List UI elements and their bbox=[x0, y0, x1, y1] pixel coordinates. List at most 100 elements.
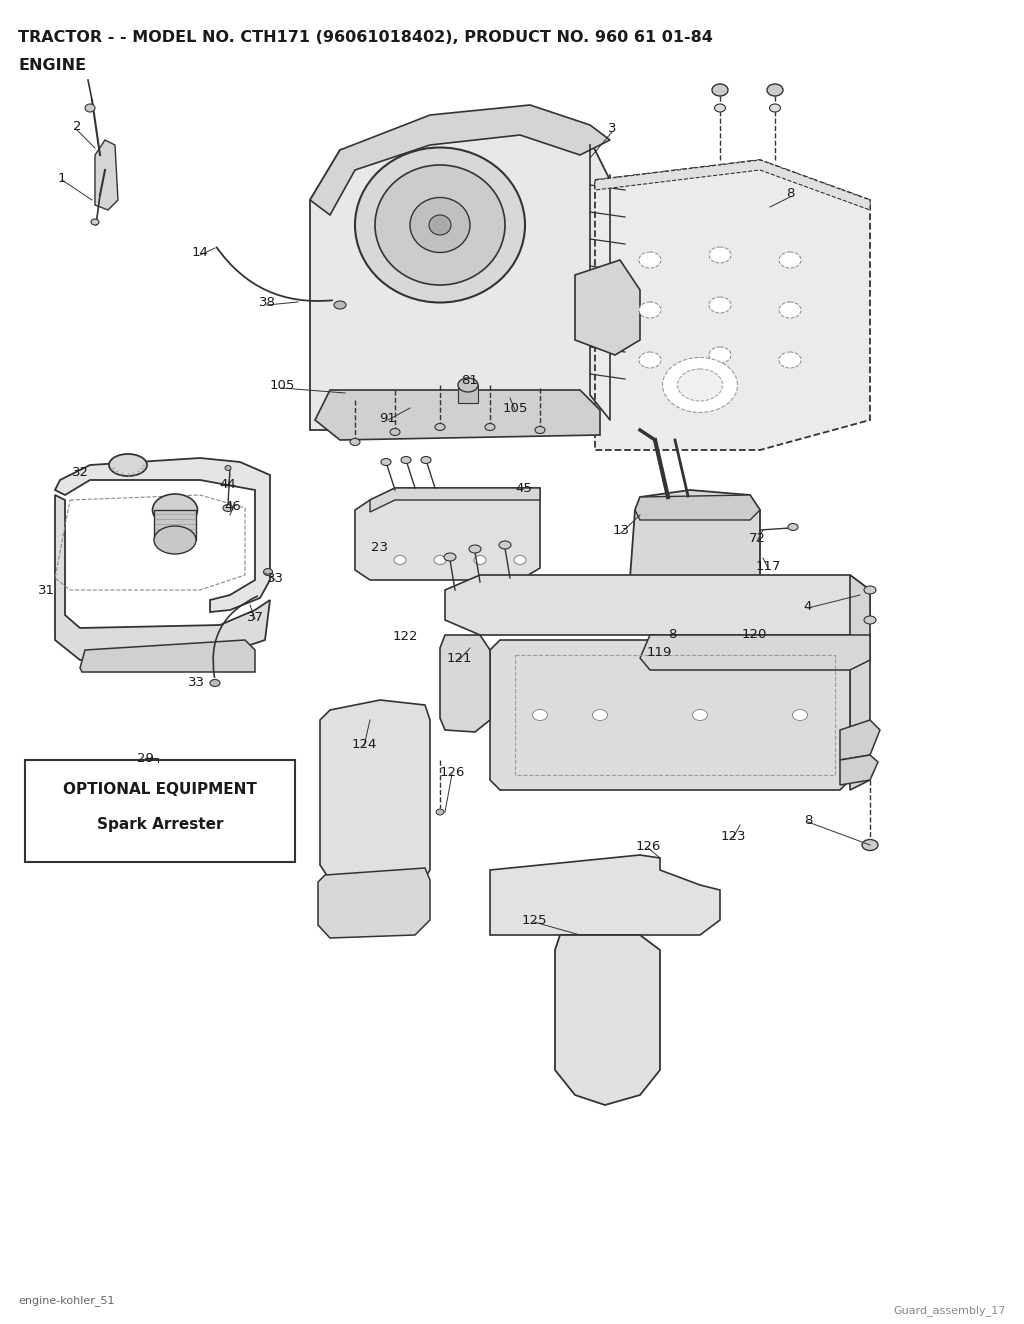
Text: 121: 121 bbox=[446, 651, 472, 665]
Ellipse shape bbox=[401, 457, 411, 463]
Ellipse shape bbox=[410, 197, 470, 253]
Ellipse shape bbox=[153, 494, 198, 526]
Text: 31: 31 bbox=[38, 584, 54, 597]
Polygon shape bbox=[595, 160, 870, 450]
Polygon shape bbox=[595, 160, 870, 211]
Text: 81: 81 bbox=[462, 373, 478, 387]
Ellipse shape bbox=[225, 466, 231, 470]
Polygon shape bbox=[310, 120, 610, 430]
Ellipse shape bbox=[663, 357, 737, 413]
Text: 8: 8 bbox=[804, 813, 812, 826]
Ellipse shape bbox=[85, 105, 95, 113]
Polygon shape bbox=[95, 140, 118, 211]
Text: 122: 122 bbox=[392, 629, 418, 642]
Ellipse shape bbox=[692, 710, 708, 720]
Text: engine-kohler_51: engine-kohler_51 bbox=[18, 1295, 115, 1305]
Polygon shape bbox=[440, 636, 490, 732]
Polygon shape bbox=[850, 575, 870, 790]
Polygon shape bbox=[55, 495, 270, 659]
Text: 32: 32 bbox=[72, 466, 88, 478]
Polygon shape bbox=[575, 260, 640, 355]
Ellipse shape bbox=[709, 248, 731, 263]
Polygon shape bbox=[55, 458, 270, 612]
Polygon shape bbox=[490, 639, 850, 790]
Ellipse shape bbox=[709, 347, 731, 363]
FancyBboxPatch shape bbox=[25, 760, 295, 862]
Ellipse shape bbox=[485, 424, 495, 430]
Polygon shape bbox=[640, 636, 870, 670]
Ellipse shape bbox=[429, 214, 451, 234]
Text: 105: 105 bbox=[503, 401, 527, 414]
Ellipse shape bbox=[715, 105, 725, 113]
Ellipse shape bbox=[535, 426, 545, 433]
Ellipse shape bbox=[864, 587, 876, 594]
Text: 123: 123 bbox=[720, 830, 745, 842]
Ellipse shape bbox=[788, 523, 798, 531]
Ellipse shape bbox=[223, 504, 233, 511]
Ellipse shape bbox=[769, 105, 780, 113]
Polygon shape bbox=[154, 510, 196, 540]
Text: 119: 119 bbox=[646, 646, 672, 658]
Text: ENGINE: ENGINE bbox=[18, 58, 86, 73]
Text: 126: 126 bbox=[439, 765, 465, 779]
Polygon shape bbox=[80, 639, 255, 673]
Text: 44: 44 bbox=[219, 478, 237, 490]
Ellipse shape bbox=[593, 710, 607, 720]
Polygon shape bbox=[310, 105, 610, 214]
Ellipse shape bbox=[444, 553, 456, 561]
Text: 91: 91 bbox=[380, 412, 396, 425]
Ellipse shape bbox=[709, 297, 731, 312]
Ellipse shape bbox=[639, 302, 662, 318]
Text: 46: 46 bbox=[224, 499, 242, 512]
Ellipse shape bbox=[514, 556, 526, 564]
Ellipse shape bbox=[474, 556, 486, 564]
Text: TRACTOR - - MODEL NO. CTH171 (96061018402), PRODUCT NO. 960 61 01-84: TRACTOR - - MODEL NO. CTH171 (9606101840… bbox=[18, 30, 713, 45]
Ellipse shape bbox=[210, 679, 220, 687]
Ellipse shape bbox=[109, 454, 147, 477]
Polygon shape bbox=[315, 391, 600, 440]
Polygon shape bbox=[370, 489, 540, 512]
Text: 29: 29 bbox=[136, 752, 154, 764]
Text: 72: 72 bbox=[749, 531, 766, 544]
Text: Guard_assembly_17: Guard_assembly_17 bbox=[894, 1305, 1006, 1316]
Text: OPTIONAL EQUIPMENT: OPTIONAL EQUIPMENT bbox=[63, 782, 257, 797]
Ellipse shape bbox=[639, 252, 662, 267]
Ellipse shape bbox=[793, 710, 808, 720]
Text: 23: 23 bbox=[372, 540, 388, 553]
Ellipse shape bbox=[434, 556, 446, 564]
Text: 105: 105 bbox=[269, 379, 295, 392]
Text: 3: 3 bbox=[608, 122, 616, 135]
Text: 14: 14 bbox=[191, 245, 209, 258]
Ellipse shape bbox=[712, 83, 728, 97]
Ellipse shape bbox=[435, 424, 445, 430]
Ellipse shape bbox=[864, 616, 876, 624]
Ellipse shape bbox=[862, 839, 878, 850]
Text: 8: 8 bbox=[668, 628, 676, 641]
Ellipse shape bbox=[639, 352, 662, 368]
Text: 4: 4 bbox=[804, 600, 812, 613]
Text: 33: 33 bbox=[266, 572, 284, 584]
Ellipse shape bbox=[381, 458, 391, 466]
Text: 13: 13 bbox=[612, 523, 630, 536]
Polygon shape bbox=[490, 855, 720, 935]
Ellipse shape bbox=[263, 568, 272, 576]
Ellipse shape bbox=[154, 526, 196, 553]
Text: 117: 117 bbox=[756, 560, 780, 572]
Text: 37: 37 bbox=[247, 610, 263, 624]
Polygon shape bbox=[630, 490, 760, 594]
Polygon shape bbox=[635, 495, 760, 520]
Ellipse shape bbox=[334, 301, 346, 308]
Polygon shape bbox=[555, 935, 660, 1106]
Ellipse shape bbox=[394, 556, 406, 564]
Text: 1: 1 bbox=[57, 172, 67, 184]
Bar bbox=[458, 385, 478, 402]
Polygon shape bbox=[355, 489, 540, 580]
Ellipse shape bbox=[355, 147, 525, 302]
Text: Spark Arrester: Spark Arrester bbox=[96, 817, 223, 833]
Ellipse shape bbox=[779, 302, 801, 318]
Polygon shape bbox=[319, 700, 430, 890]
Ellipse shape bbox=[779, 352, 801, 368]
Ellipse shape bbox=[767, 83, 783, 97]
Text: 38: 38 bbox=[259, 295, 275, 308]
Ellipse shape bbox=[421, 457, 431, 463]
